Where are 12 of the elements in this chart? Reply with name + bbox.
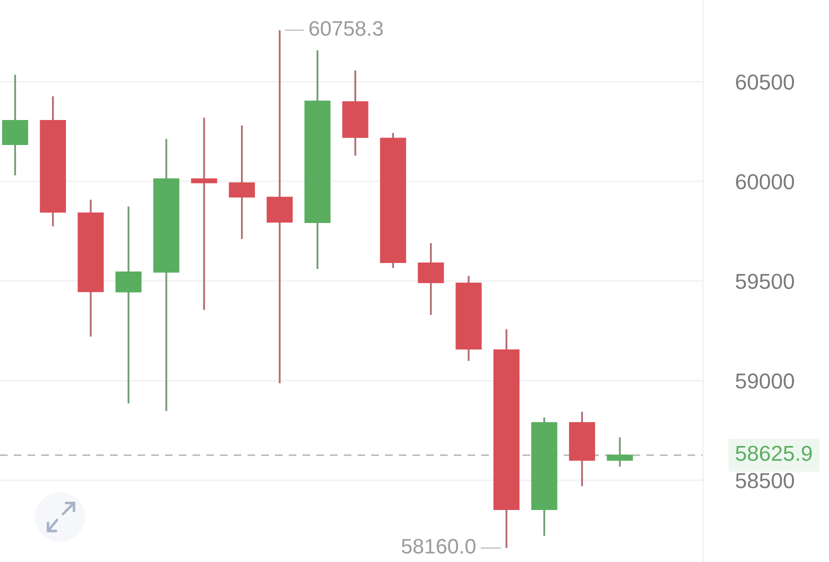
candlestick: [191, 116, 218, 311]
annotation: 60758.3: [309, 21, 383, 36]
annotation: 58160.0: [402, 538, 476, 554]
ref-line-label: 58625.9: [736, 446, 812, 461]
y-tick-label: 58500: [736, 473, 794, 488]
y-tick-label: 59000: [736, 373, 794, 389]
y-tick-label: 60000: [736, 174, 794, 190]
y-tick-label: 60500: [736, 74, 794, 90]
candlestick: [115, 206, 142, 404]
candlestick: [228, 124, 255, 240]
candlestick: [606, 436, 633, 468]
y-tick-label: 59500: [736, 274, 794, 290]
